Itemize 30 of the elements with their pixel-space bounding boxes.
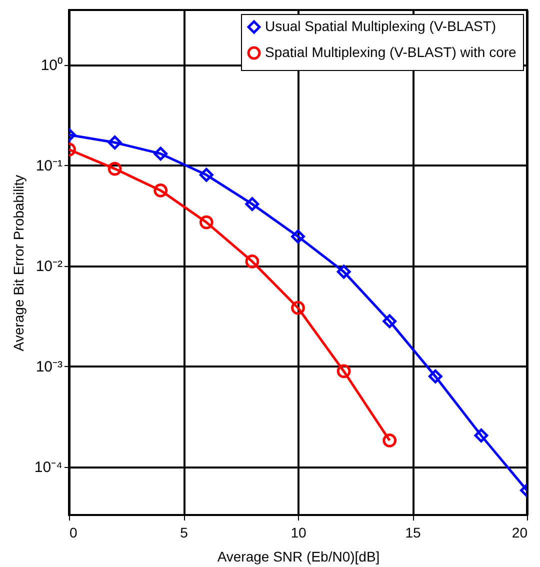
legend-label: Spatial Multiplexing (V-BLAST) with core [265, 44, 517, 60]
point [291, 230, 305, 244]
y-tick-label: 10⁻² [36, 258, 62, 276]
point [382, 314, 397, 328]
y-tick-label: 10⁻¹ [36, 158, 62, 175]
point [199, 215, 214, 230]
x-tick-label: 5 [180, 524, 188, 540]
point [245, 254, 260, 268]
point [428, 369, 442, 384]
point [154, 146, 168, 161]
y-tick-label: 10⁻³ [36, 358, 62, 376]
point [108, 136, 122, 150]
x-axis-title: Average SNR (Eb/N0)[dB] [217, 548, 380, 564]
y-axis-title: Average Bit Error Probability [10, 174, 26, 352]
point [108, 162, 122, 176]
point [382, 434, 397, 448]
x-tick-label: 20 [512, 524, 528, 540]
point [336, 364, 351, 378]
x-tick-label: 15 [405, 524, 421, 540]
x-tick-label: 10 [290, 524, 306, 540]
point [245, 197, 260, 212]
x-tick-label: 0 [70, 524, 78, 540]
y-tick-label: 10⁰ [40, 57, 62, 74]
point [336, 264, 351, 279]
point [474, 428, 488, 442]
legend-label: Usual Spatial Multiplexing (V-BLAST) [265, 18, 496, 34]
point [154, 184, 168, 198]
y-tick-label: 10⁻⁴ [34, 459, 62, 476]
point [291, 300, 305, 315]
point [199, 168, 214, 182]
